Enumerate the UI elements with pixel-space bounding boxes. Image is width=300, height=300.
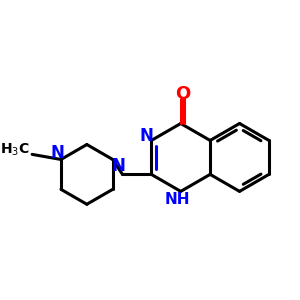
Text: H$_3$C: H$_3$C	[0, 142, 30, 158]
Text: O: O	[175, 85, 190, 103]
Text: N: N	[111, 157, 125, 175]
Text: N: N	[139, 127, 153, 145]
Text: NH: NH	[165, 192, 190, 207]
Text: N: N	[51, 144, 65, 162]
